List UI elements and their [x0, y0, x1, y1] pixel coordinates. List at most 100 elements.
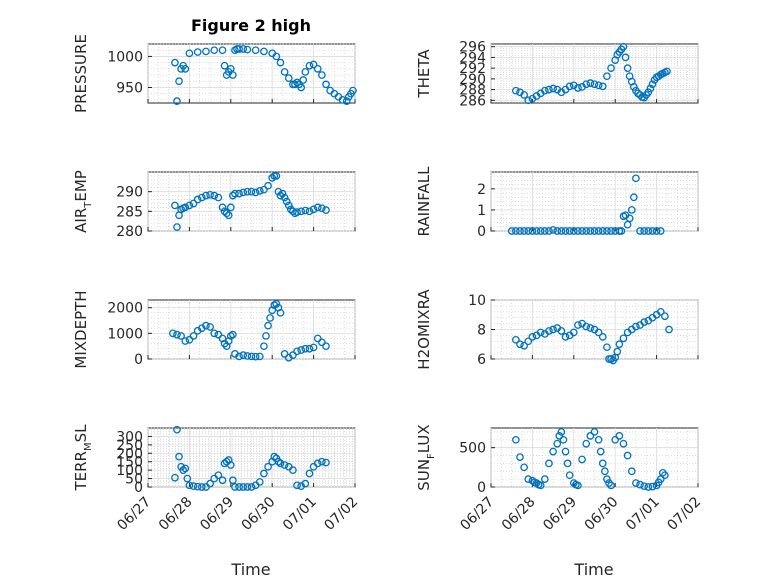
data-point: [185, 481, 194, 490]
data-point: [247, 352, 256, 361]
data-point: [561, 333, 570, 341]
data-point: [625, 214, 634, 223]
data-point: [582, 227, 591, 235]
data-point: [276, 308, 285, 317]
data-point: [545, 227, 553, 235]
y-tick-label: 10: [468, 293, 486, 309]
series-rainfall: [507, 174, 665, 235]
data-point: [640, 318, 649, 326]
data-point: [565, 82, 574, 91]
data-point: [511, 335, 520, 344]
y-tick-label: 2000: [107, 301, 143, 317]
data-point: [582, 439, 591, 448]
y-tick-label: 292: [459, 61, 486, 77]
data-point: [559, 435, 568, 444]
axes-box: [490, 171, 699, 232]
series-h2omixra: [511, 307, 673, 365]
data-point: [293, 347, 301, 356]
data-point: [181, 464, 190, 473]
data-point: [603, 72, 611, 81]
data-point: [549, 226, 557, 234]
data-point: [603, 227, 611, 235]
data-point: [528, 476, 537, 485]
y-axis-label: AIRTEMP: [72, 170, 94, 233]
data-point: [640, 227, 649, 235]
y-tick-label: 0: [477, 480, 486, 496]
data-point: [272, 172, 281, 180]
data-point: [251, 46, 260, 55]
data-point: [322, 80, 330, 89]
y-tick-label: 6: [477, 352, 486, 368]
data-point: [607, 355, 615, 363]
data-point: [621, 53, 630, 62]
data-point: [656, 227, 665, 235]
data-point: [586, 227, 595, 235]
data-point: [289, 466, 297, 474]
data-point: [520, 91, 528, 99]
data-point: [536, 481, 545, 490]
data-point: [179, 466, 188, 474]
data-point: [193, 482, 202, 491]
data-point: [214, 471, 223, 480]
data-point: [210, 46, 219, 55]
y-axis-label: THETA: [415, 49, 433, 99]
data-point: [563, 459, 572, 468]
data-point: [557, 227, 566, 235]
data-point: [268, 174, 277, 182]
y-tick-label: 0: [134, 352, 143, 368]
data-point: [226, 461, 235, 469]
data-point: [561, 227, 570, 235]
y-tick-label: 8: [477, 323, 486, 339]
data-point: [549, 325, 557, 334]
data-point: [656, 307, 665, 316]
data-point: [193, 195, 202, 204]
data-point: [520, 227, 528, 235]
data-point: [305, 344, 314, 353]
data-point: [561, 447, 570, 456]
data-point: [553, 439, 562, 448]
data-point: [197, 483, 206, 491]
x-tick-label: 06/29: [540, 494, 580, 534]
data-point: [272, 52, 281, 61]
y-tick-label: 286: [459, 93, 486, 109]
data-point: [349, 86, 357, 95]
axes-box: [147, 427, 356, 488]
data-point: [598, 333, 607, 341]
x-tick-label: 06/29: [197, 494, 237, 534]
data-point: [605, 479, 613, 487]
data-point: [293, 78, 301, 87]
data-point: [297, 207, 306, 216]
data-point: [586, 79, 595, 88]
data-point: [590, 428, 599, 436]
data-point: [183, 474, 192, 483]
data-point: [276, 58, 285, 67]
data-point: [289, 207, 297, 216]
data-point: [663, 67, 671, 76]
data-point: [629, 193, 638, 202]
data-point: [565, 471, 574, 480]
data-point: [578, 227, 586, 235]
data-point: [264, 462, 272, 471]
y-tick-label: 1000: [107, 326, 143, 342]
panel-rainfall: 0 1 2 RAINFALL: [415, 166, 699, 240]
data-point: [607, 481, 615, 490]
x-tick-label: 06/30: [582, 494, 622, 534]
y-tick-label: 0: [134, 480, 143, 496]
data-point: [617, 227, 626, 235]
data-point: [274, 457, 283, 466]
panel-h2omixra: 6 8 10 H2OMIXRA: [415, 289, 699, 370]
data-point: [607, 64, 615, 72]
data-point: [555, 432, 564, 440]
data-point: [251, 352, 260, 361]
data-point: [235, 352, 243, 361]
data-point: [590, 80, 599, 89]
data-point: [648, 227, 657, 235]
data-point: [286, 205, 295, 214]
data-point: [511, 227, 520, 235]
data-point: [322, 206, 330, 215]
data-point: [181, 203, 190, 212]
data-point: [206, 479, 214, 488]
data-point: [627, 467, 636, 476]
data-point: [318, 71, 326, 79]
